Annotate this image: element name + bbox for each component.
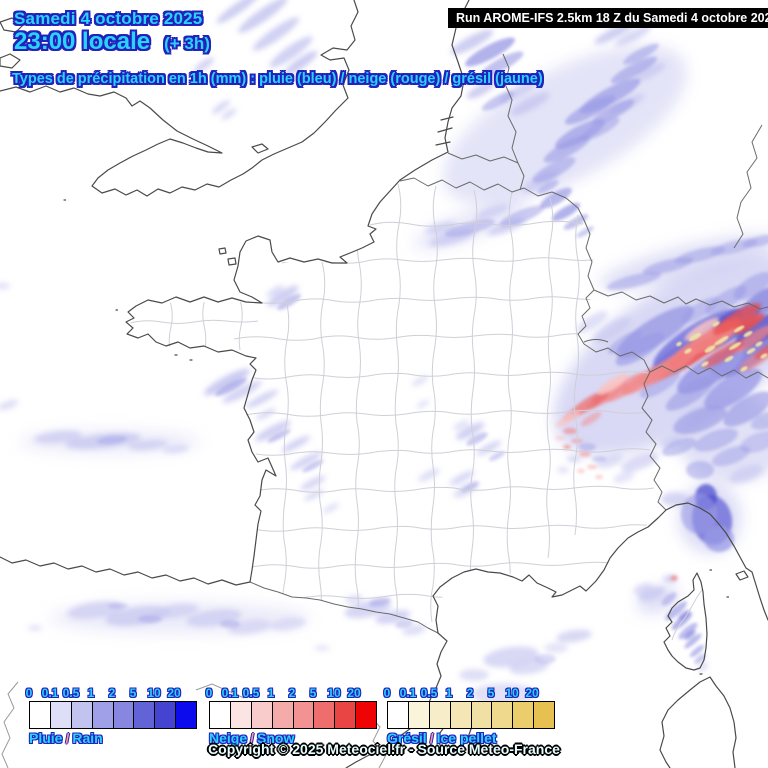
tick-label: 0 <box>205 686 213 700</box>
legend-label-fr: Pluie <box>29 730 63 746</box>
rain-legend-label: Pluie / Rain <box>29 730 196 746</box>
color-swatch <box>388 702 409 728</box>
tick-label: 5 <box>129 686 137 700</box>
color-swatch <box>314 702 336 728</box>
time-offset-label: (+ 3h) <box>164 34 210 53</box>
precipitation-sleet-layer <box>676 321 768 372</box>
color-swatch <box>71 702 93 728</box>
snow-legend: 0 0.1 0.5 1 2 5 10 20 Neige / Snow <box>205 686 377 746</box>
rain-legend: 0 0.1 0.5 1 2 5 10 20 Pluie / Rain <box>25 686 197 746</box>
local-time-label: 23:00 locale <box>14 28 151 55</box>
color-swatch <box>92 702 114 728</box>
tick-label: 10 <box>147 686 161 700</box>
color-swatch <box>408 702 430 728</box>
tick-label: 2 <box>108 686 116 700</box>
color-swatch <box>134 702 156 728</box>
tick-label: 0.1 <box>399 686 417 700</box>
tick-label: 10 <box>327 686 341 700</box>
precipitation-rain-medium-layer <box>97 37 768 665</box>
legend-label-separator: / <box>65 730 70 746</box>
tick-label: 5 <box>309 686 317 700</box>
tick-label: 2 <box>466 686 474 700</box>
sleet-legend-label: Grésil / Ice pellet <box>387 730 554 746</box>
color-swatch <box>176 702 196 728</box>
legend-label-separator: / <box>429 730 434 746</box>
tick-label: 1 <box>445 686 453 700</box>
country-borders <box>249 53 768 634</box>
map-subtitle: Types de précipitation en 1h (mm) : plui… <box>12 71 543 87</box>
model-run-info-bar: Run AROME-IFS 2.5km 18 Z du Samedi 4 oct… <box>448 8 768 28</box>
color-swatch <box>335 702 357 728</box>
tick-label: 0 <box>383 686 391 700</box>
snow-legend-label: Neige / Snow <box>209 730 376 746</box>
tick-label: 2 <box>288 686 296 700</box>
legend-label-en: Ice pellet <box>436 730 497 746</box>
tick-label: 0.5 <box>420 686 438 700</box>
tick-label: 1 <box>87 686 95 700</box>
tick-label: 10 <box>505 686 519 700</box>
snow-legend-ticks: 0 0.1 0.5 1 2 5 10 20 <box>205 686 376 701</box>
color-swatch <box>155 702 177 728</box>
color-swatch <box>429 702 451 728</box>
tick-label: 1 <box>267 686 275 700</box>
legend-label-fr: Grésil <box>387 730 427 746</box>
color-swatch <box>293 702 315 728</box>
corsica-department-border <box>671 589 703 641</box>
sleet-legend-ticks: 0 0.1 0.5 1 2 5 10 20 <box>383 686 554 701</box>
tick-label: 0.5 <box>62 686 80 700</box>
precipitation-rain-light-layer <box>0 0 764 705</box>
color-swatch <box>471 702 493 728</box>
snow-color-scale <box>209 701 377 729</box>
color-swatch <box>356 702 376 728</box>
color-swatch <box>492 702 514 728</box>
copyright-notice: Copyright © 2025 Meteociel.fr - Source M… <box>208 741 560 757</box>
color-swatch <box>450 702 472 728</box>
legend-label-separator: / <box>250 730 255 746</box>
color-swatch <box>251 702 273 728</box>
legend-label-en: Snow <box>257 730 295 746</box>
legend-label-fr: Neige <box>209 730 248 746</box>
color-swatch <box>50 702 72 728</box>
color-swatch <box>534 702 554 728</box>
tick-label: 0.1 <box>41 686 59 700</box>
rain-legend-ticks: 0 0.1 0.5 1 2 5 10 20 <box>25 686 196 701</box>
department-borders <box>129 183 666 623</box>
tick-label: 20 <box>167 686 181 700</box>
color-swatch <box>513 702 535 728</box>
tick-label: 0 <box>25 686 33 700</box>
tick-label: 20 <box>347 686 361 700</box>
map-date-title: Samedi 4 octobre 2025 <box>14 9 203 28</box>
tick-label: 5 <box>487 686 495 700</box>
color-swatch <box>30 702 51 728</box>
legend-label-en: Rain <box>72 730 103 746</box>
color-swatch <box>113 702 135 728</box>
sleet-color-scale <box>387 701 555 729</box>
color-swatch <box>210 702 231 728</box>
tick-label: 20 <box>525 686 539 700</box>
map-time-title: 23:00 locale (+ 3h) <box>14 28 210 56</box>
color-swatch <box>272 702 294 728</box>
rain-color-scale <box>29 701 197 729</box>
sleet-legend: 0 0.1 0.5 1 2 5 10 20 Grésil / Ice pellet <box>383 686 555 746</box>
color-swatch <box>230 702 252 728</box>
tick-label: 0.1 <box>221 686 239 700</box>
tick-label: 0.5 <box>242 686 260 700</box>
